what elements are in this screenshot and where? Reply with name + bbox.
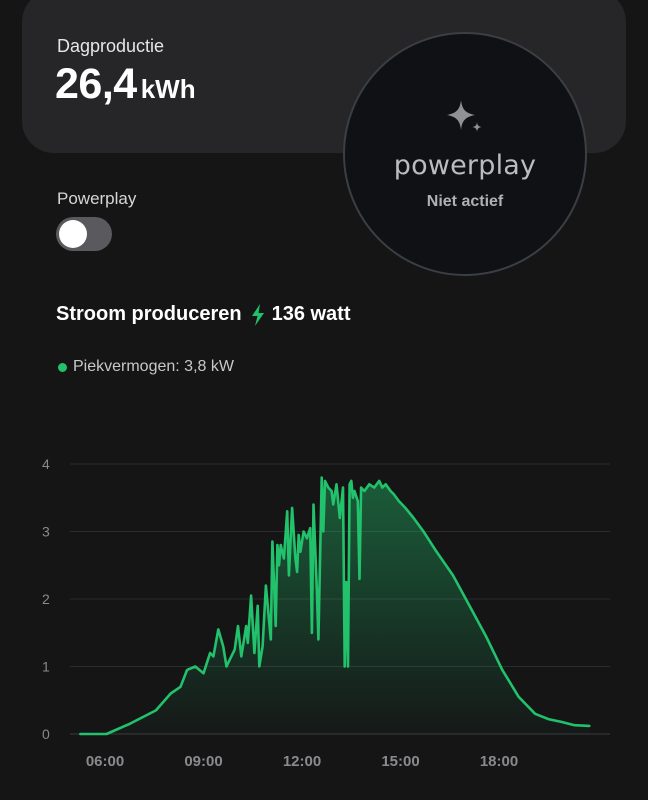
x-tick-label: 18:00 (480, 753, 518, 770)
y-tick-label: 0 (42, 726, 50, 742)
powerplay-status-button[interactable]: powerplay Niet actief (343, 32, 587, 276)
y-tick-label: 2 (42, 591, 50, 607)
y-tick-label: 3 (42, 524, 50, 540)
toggle-knob (59, 220, 87, 248)
x-tick-label: 06:00 (86, 753, 124, 770)
x-tick-label: 15:00 (381, 753, 419, 770)
peak-power-label: Piekvermogen: 3,8 kW (73, 358, 234, 375)
daily-production-value: 26,4 kWh (55, 60, 196, 109)
powerplay-toggle-label: Powerplay (57, 189, 137, 208)
production-header: Stroom produceren 136 watt (56, 303, 351, 326)
bolt-icon (251, 303, 264, 326)
x-tick-label: 09:00 (184, 753, 222, 770)
y-tick-label: 4 (42, 456, 50, 472)
powerplay-logo: powerplay (393, 150, 537, 181)
power-line (79, 476, 591, 736)
daily-production-unit: kWh (140, 74, 196, 104)
production-value: 136 watt (271, 303, 351, 325)
power-chart: 0 1 2 3 4 06:00 09:00 12:00 15:00 18:00 (42, 456, 610, 770)
x-tick-label: 12:00 (283, 753, 321, 770)
daily-production-label: Dagproductie (57, 36, 165, 56)
sparkle-icon (447, 100, 482, 132)
legend-dot (58, 362, 67, 372)
y-tick-label: 1 (42, 659, 50, 675)
power-area (80, 477, 590, 734)
daily-production-number: 26,4 (55, 60, 137, 108)
production-title: Stroom produceren (56, 303, 242, 325)
powerplay-toggle[interactable] (56, 217, 112, 251)
chart-legend: Piekvermogen: 3,8 kW (58, 358, 234, 376)
powerplay-status: Niet actief (426, 193, 504, 210)
